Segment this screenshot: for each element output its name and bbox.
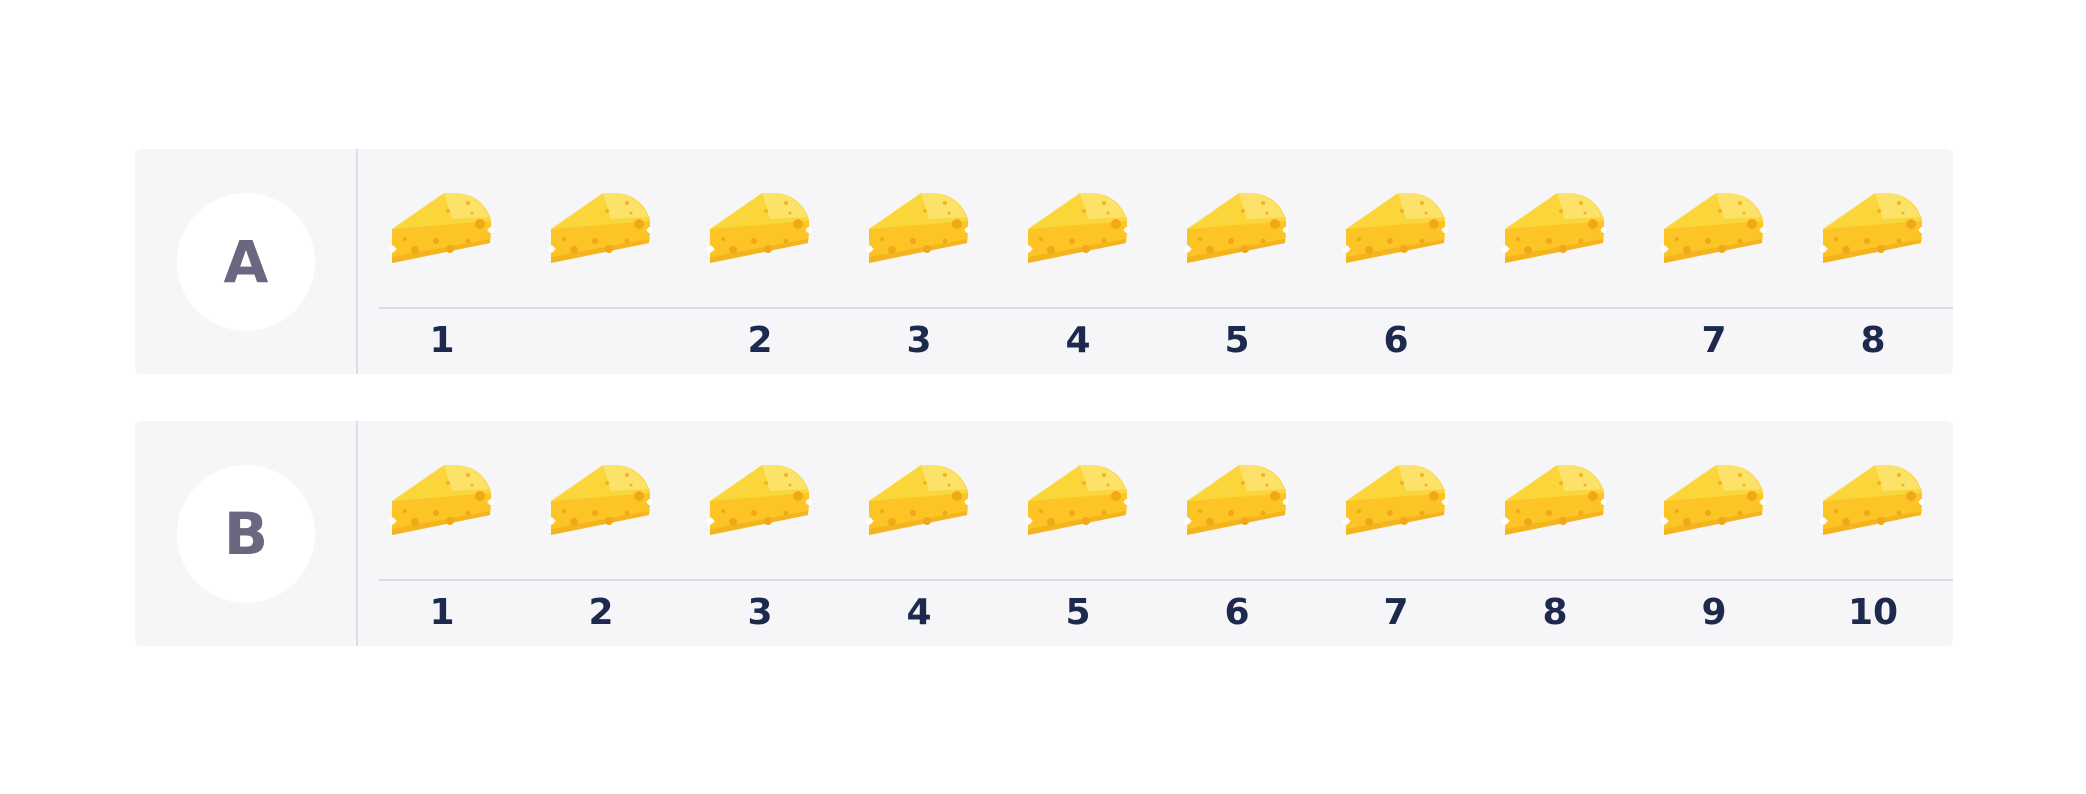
cheese-icon xyxy=(1501,191,1607,263)
cheese-icon xyxy=(388,191,494,263)
row-a-number: 5 xyxy=(1224,320,1250,361)
row-b-number: 1 xyxy=(429,592,455,633)
cheese-icon xyxy=(547,191,653,263)
cheese-icon xyxy=(1024,463,1130,535)
row-a-number: 7 xyxy=(1701,320,1727,361)
cheese-icon xyxy=(1342,191,1448,263)
cheese-icon xyxy=(1342,463,1448,535)
cheese-icon xyxy=(1819,463,1925,535)
cheese-icon xyxy=(1183,463,1289,535)
row-a-label: A xyxy=(223,228,269,296)
row-b-number: 6 xyxy=(1224,592,1250,633)
cheese-icon xyxy=(1660,191,1766,263)
cheese-icon xyxy=(388,463,494,535)
row-a-number: 6 xyxy=(1383,320,1409,361)
row-a-vertical-divider xyxy=(356,149,358,374)
row-a-number: 8 xyxy=(1860,320,1886,361)
cheese-icon xyxy=(1183,191,1289,263)
cheese-icon xyxy=(865,463,971,535)
row-a-number: 2 xyxy=(747,320,773,361)
cheese-icon xyxy=(706,463,812,535)
cheese-icon xyxy=(547,463,653,535)
row-a-label-badge: A xyxy=(177,193,315,331)
cheese-icon xyxy=(1501,463,1607,535)
row-b-number: 7 xyxy=(1383,592,1409,633)
cheese-icon xyxy=(865,191,971,263)
row-b-number: 5 xyxy=(1065,592,1091,633)
row-a-number: 4 xyxy=(1065,320,1091,361)
cheese-icon xyxy=(1024,191,1130,263)
cheese-icon xyxy=(1660,463,1766,535)
row-b-horizontal-divider xyxy=(379,579,1953,581)
row-b-number: 2 xyxy=(588,592,614,633)
row-b-label-badge: B xyxy=(177,465,315,603)
cheese-icon xyxy=(706,191,812,263)
row-b-number: 10 xyxy=(1847,592,1899,633)
row-a-number: 3 xyxy=(906,320,932,361)
cheese-icon xyxy=(1819,191,1925,263)
row-b-vertical-divider xyxy=(356,421,358,646)
row-b-number: 4 xyxy=(906,592,932,633)
row-a-horizontal-divider xyxy=(379,307,1953,309)
row-b-panel: B 1 2 3 4 5 6 7 8 9 10 xyxy=(135,421,1953,646)
row-b-label: B xyxy=(223,500,269,568)
row-a-number: 1 xyxy=(429,320,455,361)
row-a-panel: A 1 2 3 4 5 6 7 8 xyxy=(135,149,1953,374)
row-b-number: 8 xyxy=(1542,592,1568,633)
row-b-number: 3 xyxy=(747,592,773,633)
row-b-number: 9 xyxy=(1701,592,1727,633)
